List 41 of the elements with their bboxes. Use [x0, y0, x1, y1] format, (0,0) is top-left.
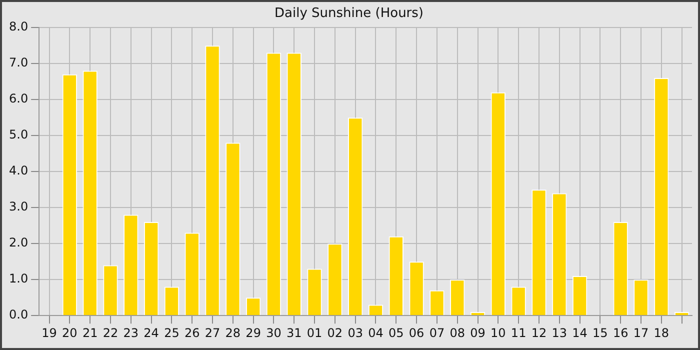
x-tick-label: 21 — [82, 326, 98, 340]
y-tick-label: 6.0 — [8, 92, 28, 106]
x-tick-label: 14 — [572, 326, 588, 340]
x-tick-label: 06 — [408, 326, 424, 340]
x-tick-label: 29 — [246, 326, 261, 340]
x-tick-label: 08 — [450, 326, 465, 340]
chart-title: Daily Sunshine (Hours) — [274, 6, 424, 22]
x-tick-label: 11 — [510, 326, 526, 340]
x-tick-label: 09 — [470, 326, 486, 340]
y-tick-label: 1.0 — [8, 272, 28, 286]
x-tick-label: 25 — [164, 326, 180, 340]
x-tick-label: 03 — [348, 326, 363, 340]
x-tick-label: 23 — [123, 326, 139, 340]
x-tick-label: 05 — [388, 326, 404, 340]
x-tick-label: 22 — [102, 326, 118, 340]
x-tick-label: 07 — [429, 326, 445, 340]
x-tick-label: 27 — [204, 326, 220, 340]
y-tick-label: 4.0 — [8, 164, 28, 178]
x-tick-label: 02 — [327, 326, 343, 340]
x-tick-label: 10 — [490, 326, 506, 340]
x-tick-label: 04 — [368, 326, 384, 340]
x-tick-label: 30 — [266, 326, 282, 340]
x-tick-label: 17 — [633, 326, 649, 340]
y-tick-label: 2.0 — [8, 236, 28, 250]
y-tick-label: 7.0 — [8, 56, 28, 70]
x-tick-label: 16 — [612, 326, 628, 340]
x-tick-label: 20 — [62, 326, 78, 340]
x-tick-label: 26 — [184, 326, 200, 340]
x-tick-label: 28 — [225, 326, 241, 340]
y-tick-label: 0.0 — [8, 308, 28, 322]
y-tick-label: 5.0 — [8, 128, 28, 142]
x-tick-label: 15 — [592, 326, 608, 340]
x-tick-label: 24 — [144, 326, 159, 340]
x-tick-label: 12 — [531, 326, 547, 340]
x-tick-label: 13 — [552, 326, 568, 340]
x-tick-label: 31 — [286, 326, 302, 340]
x-tick-label: 01 — [306, 326, 322, 340]
y-tick-label: 3.0 — [8, 200, 28, 214]
y-tick-label: 8.0 — [8, 20, 28, 34]
x-tick-label: 18 — [654, 326, 670, 340]
x-tick-label: 19 — [42, 326, 57, 340]
